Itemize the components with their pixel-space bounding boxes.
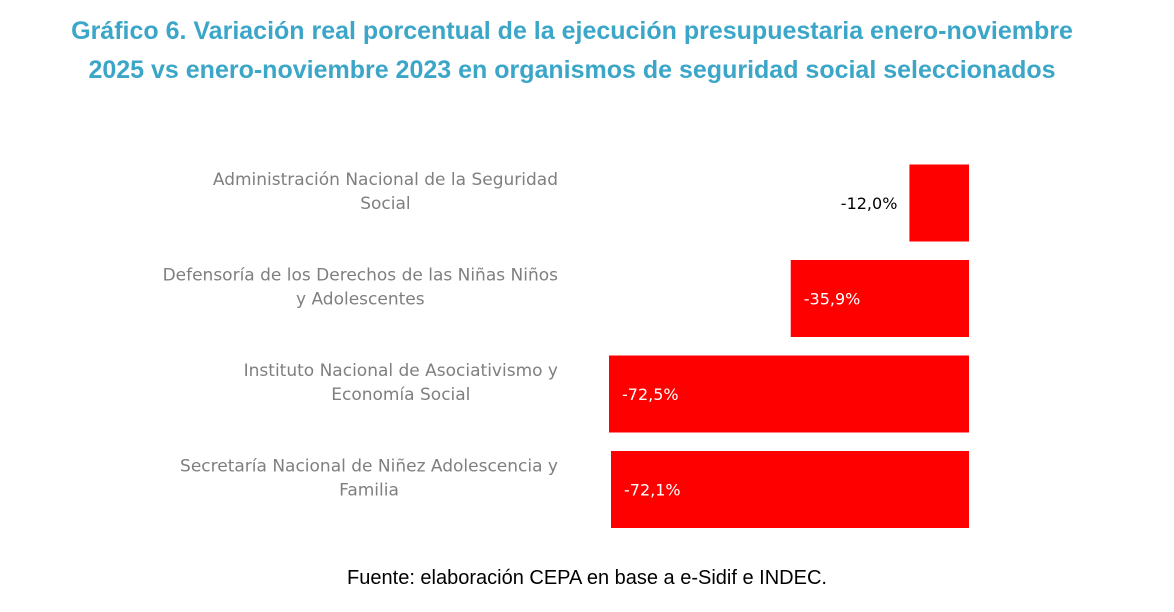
category-label-2: Instituto Nacional de Asociativismo y Eco… xyxy=(244,361,558,405)
data-label-2: -72,5% xyxy=(622,385,679,404)
category-label-3: Secretaría Nacional de Niñez Adolescenci… xyxy=(180,457,558,501)
bar-chart: -12,0% Administración Nacional de la Segu… xyxy=(0,0,1174,560)
source-note: Fuente: elaboración CEPA en base a e-Sid… xyxy=(0,567,1174,590)
category-label-0: Administración Nacional de la Seguridad S… xyxy=(213,170,558,214)
category-label-1: Defensoría de los Derechos de las Niñas … xyxy=(163,266,559,310)
data-label-1: -35,9% xyxy=(804,290,861,309)
data-label-0: -12,0% xyxy=(841,194,898,213)
bar-0 xyxy=(909,165,969,242)
data-label-3: -72,1% xyxy=(624,481,681,500)
